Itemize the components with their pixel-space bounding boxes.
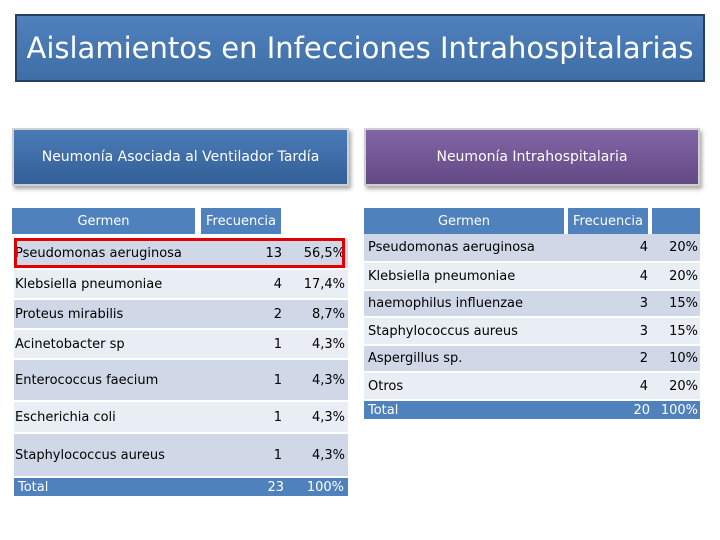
table-row: Proteus mirabilis 2 8,7% — [14, 300, 348, 330]
germen-cell: Pseudomonas aeruginosa — [368, 240, 535, 255]
table-row: Enterococcus faecium 1 4,3% — [14, 360, 348, 402]
count-cell: 2 — [273, 306, 282, 322]
count-cell: 4 — [639, 240, 648, 255]
right-col-germen-label: Germen — [437, 213, 491, 229]
count-cell: 4 — [273, 276, 282, 292]
percent-cell: 4,3% — [311, 409, 345, 425]
right-panel-heading: Neumonía Intrahospitalaria — [364, 128, 700, 186]
total-count: 20 — [633, 402, 650, 418]
right-col-germen-header: Germen — [364, 208, 564, 234]
total-row: Total 20 100% — [364, 401, 700, 419]
total-count: 23 — [267, 479, 284, 495]
count-cell: 4 — [639, 378, 648, 394]
germen-cell: Otros — [368, 378, 404, 394]
percent-cell: 15% — [669, 296, 698, 311]
table-row: Acinetobacter sp 1 4,3% — [14, 330, 348, 360]
left-col-germen-label: Germen — [77, 213, 130, 229]
count-cell: 1 — [273, 409, 282, 425]
left-panel-heading-text: Neumonía Asociada al Ventilador Tardía — [41, 149, 320, 165]
germen-cell: Enterococcus faecium — [15, 372, 159, 388]
percent-cell: 15% — [669, 323, 698, 339]
right-col-frecuencia-header: Frecuencia — [568, 208, 648, 234]
germen-cell: Klebsiella pneumoniae — [15, 276, 163, 292]
germen-cell: haemophilus influenzae — [368, 296, 523, 311]
germen-cell: Escherichia coli — [15, 409, 116, 425]
germen-cell: Acinetobacter sp — [15, 336, 125, 352]
total-label: Total — [368, 402, 399, 418]
germen-cell: Klebsiella pneumoniae — [368, 268, 516, 284]
percent-cell: 20% — [669, 268, 698, 284]
table-row: Staphylococcus aureus 1 4,3% — [14, 434, 348, 478]
total-percent: 100% — [306, 479, 344, 495]
count-cell: 2 — [639, 351, 648, 366]
count-cell: 13 — [265, 246, 282, 261]
table-row: Otros 4 20% — [364, 373, 700, 401]
germen-cell: Proteus mirabilis — [15, 306, 124, 322]
percent-cell: 17,4% — [303, 276, 345, 292]
count-cell: 4 — [639, 268, 648, 284]
table-row: Staphylococcus aureus 3 15% — [364, 318, 700, 346]
left-col-frecuencia-label: Frecuencia — [206, 213, 276, 229]
count-cell: 1 — [273, 447, 282, 463]
percent-cell: 4,3% — [311, 336, 345, 352]
total-row: Total 23 100% — [14, 478, 348, 496]
percent-cell: 4,3% — [311, 372, 345, 388]
table-row: Klebsiella pneumoniae 4 20% — [364, 263, 700, 291]
left-col-germen-header: Germen — [12, 208, 195, 234]
germen-cell: Pseudomonas aeruginosa — [15, 246, 182, 261]
right-col-frecuencia-label: Frecuencia — [573, 213, 643, 229]
table-row: Aspergillus sp. 2 10% — [364, 346, 700, 373]
total-label: Total — [18, 479, 49, 495]
slide-title-text: Aislamientos en Infecciones Intrahospita… — [26, 31, 694, 65]
count-cell: 3 — [639, 323, 648, 339]
table-row: Klebsiella pneumoniae 4 17,4% — [14, 270, 348, 300]
percent-cell: 4,3% — [311, 447, 345, 463]
germen-cell: Staphylococcus aureus — [15, 447, 165, 463]
left-col-frecuencia-header: Frecuencia — [201, 208, 281, 234]
right-panel-heading-text: Neumonía Intrahospitalaria — [436, 149, 628, 165]
table-row: Pseudomonas aeruginosa 13 56,5% — [14, 239, 348, 270]
total-percent: 100% — [660, 402, 698, 418]
table-row: Escherichia coli 1 4,3% — [14, 402, 348, 434]
slide-title: Aislamientos en Infecciones Intrahospita… — [15, 14, 705, 82]
table-row: haemophilus influenzae 3 15% — [364, 291, 700, 318]
percent-cell: 20% — [669, 378, 698, 394]
count-cell: 1 — [273, 336, 282, 352]
percent-cell: 20% — [669, 240, 698, 255]
right-col-percent-header — [652, 208, 700, 234]
count-cell: 3 — [639, 296, 648, 311]
percent-cell: 8,7% — [311, 306, 345, 322]
table-row: Pseudomonas aeruginosa 4 20% — [364, 234, 700, 263]
germen-cell: Aspergillus sp. — [368, 351, 463, 366]
left-panel-heading: Neumonía Asociada al Ventilador Tardía — [12, 128, 349, 186]
percent-cell: 10% — [669, 351, 698, 366]
germen-cell: Staphylococcus aureus — [368, 323, 518, 339]
count-cell: 1 — [273, 372, 282, 388]
percent-cell: 56,5% — [303, 246, 345, 261]
